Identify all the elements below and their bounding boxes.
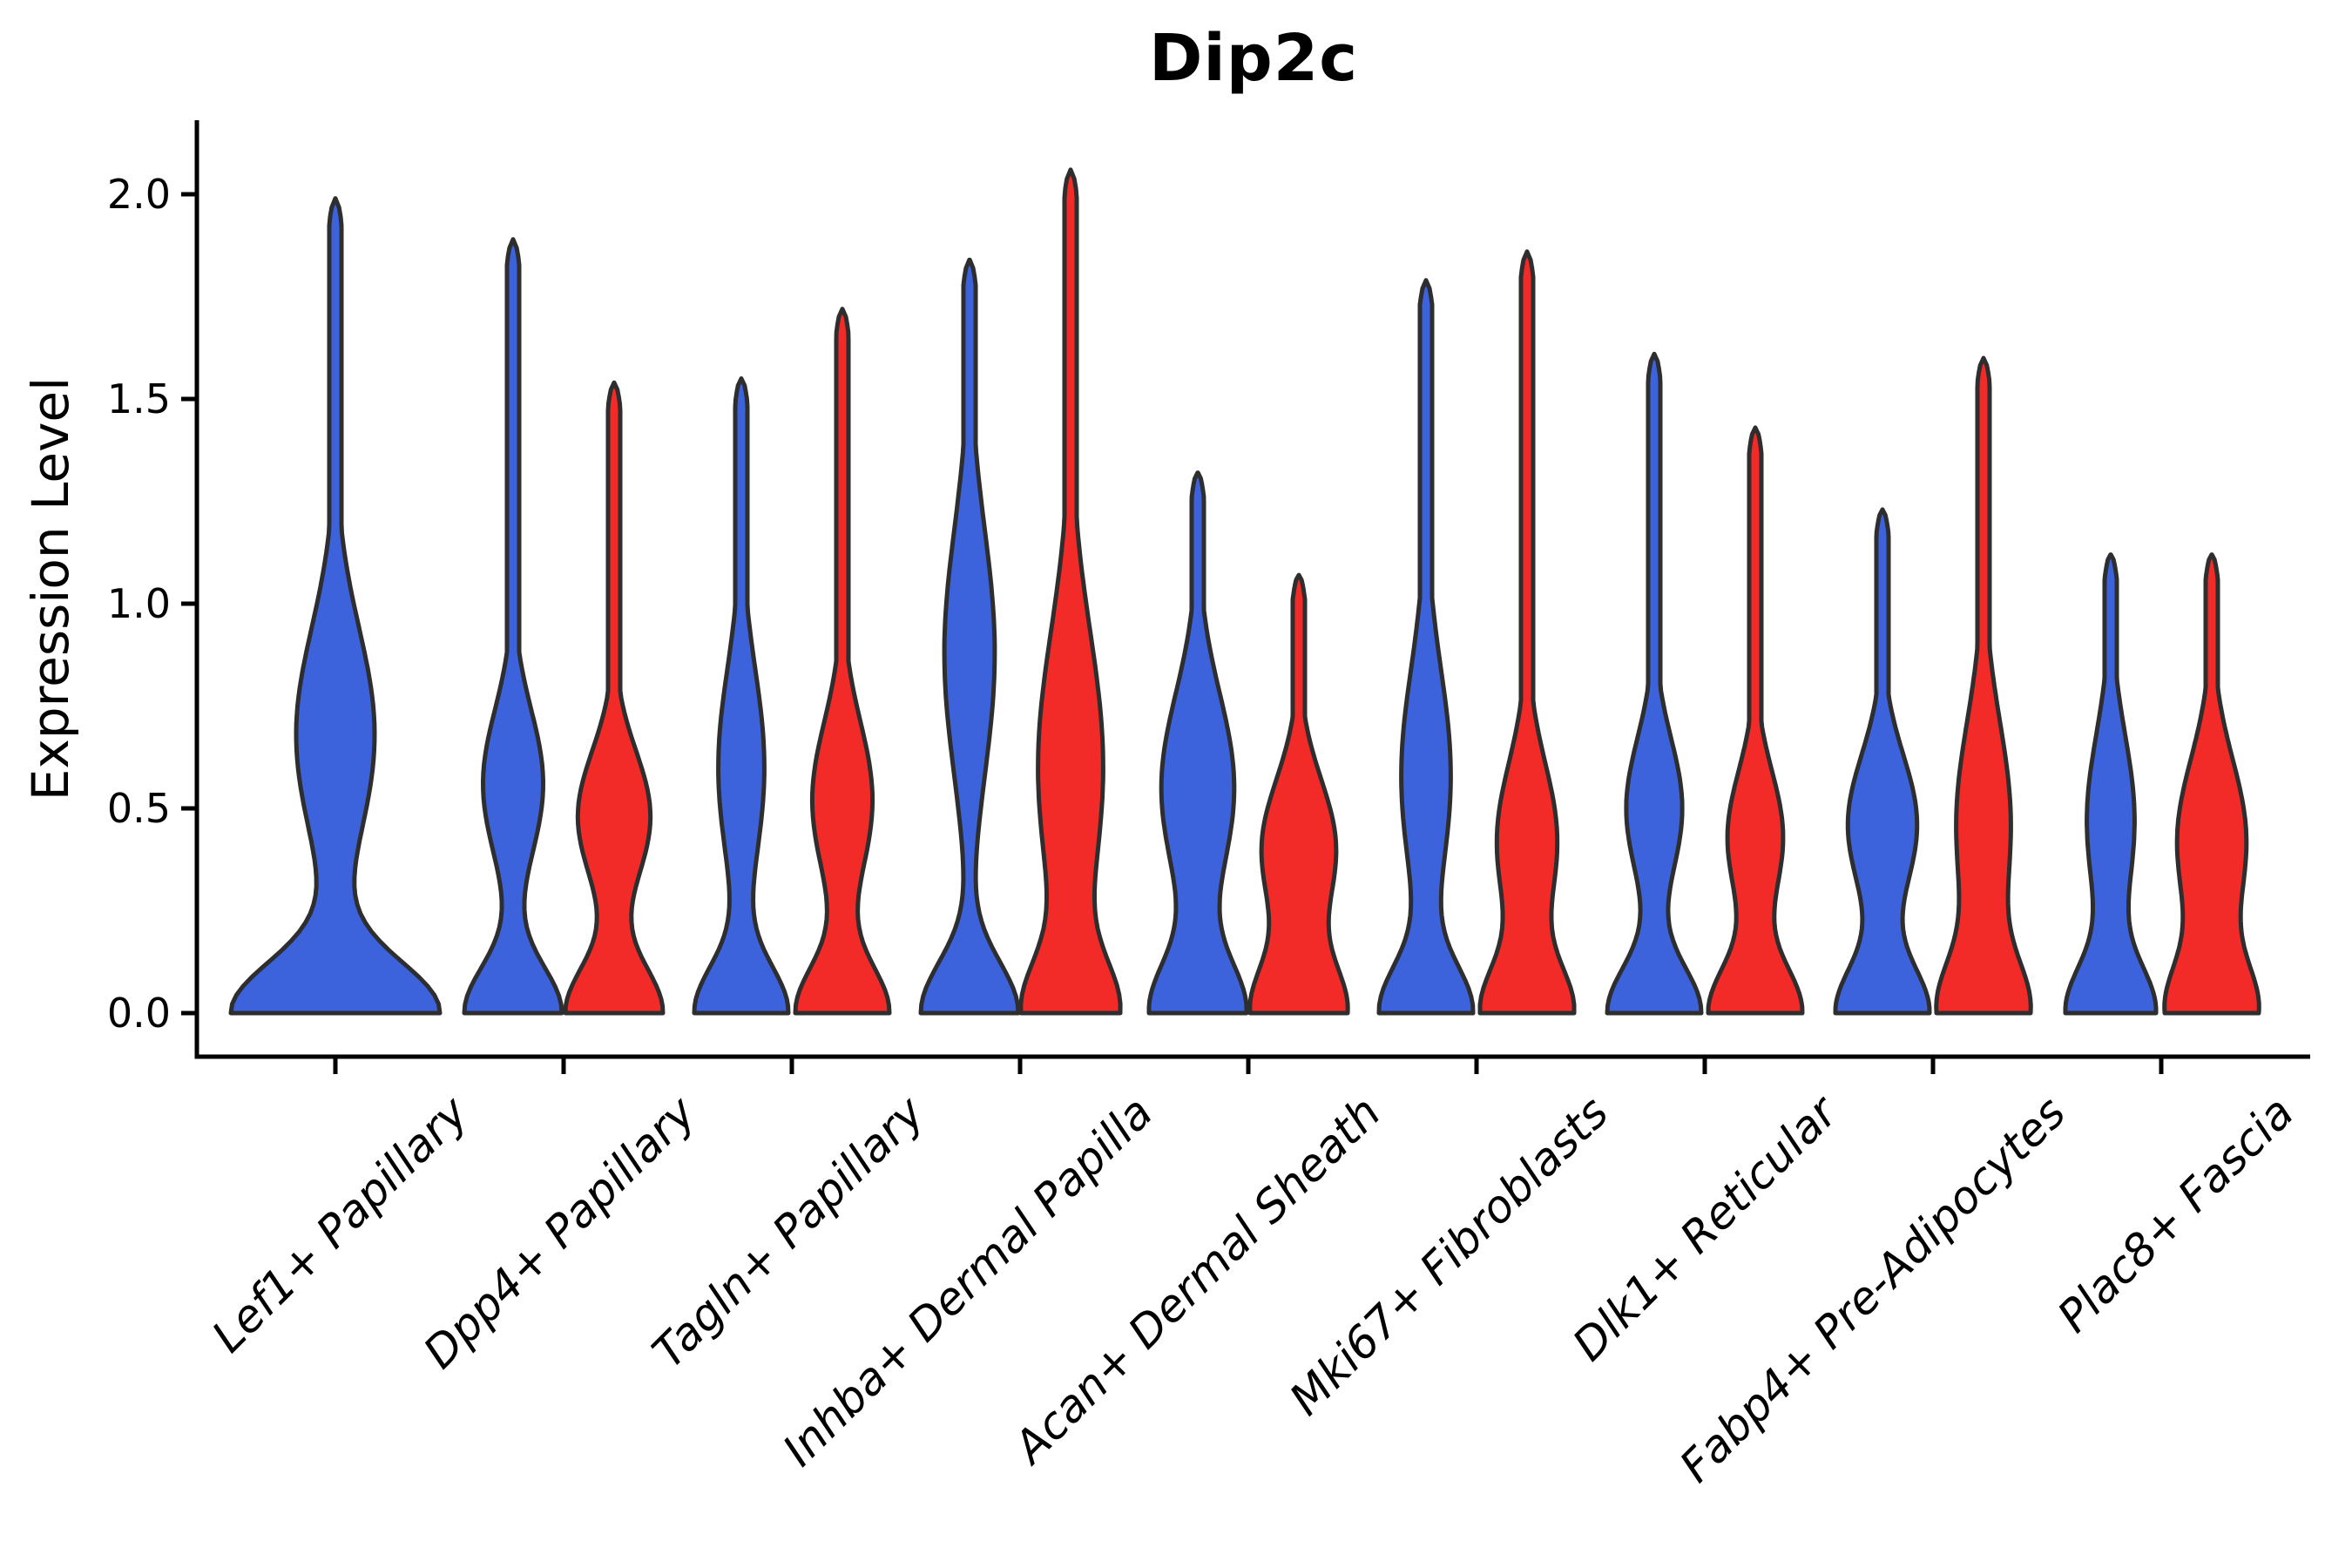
violin-red (1247, 572, 1350, 1016)
violin-blue (692, 376, 791, 1016)
violin-blue (918, 257, 1021, 1016)
violin-blue (1833, 507, 1932, 1016)
y-tick-label: 1.0 (107, 580, 171, 627)
violin-red (1477, 249, 1577, 1016)
y-tick-label: 0.5 (107, 785, 171, 832)
violin-red (1706, 425, 1805, 1016)
violin-red (1018, 167, 1123, 1016)
violin-blue (228, 196, 443, 1016)
violin-blue (2063, 552, 2159, 1016)
violin-red (2162, 552, 2261, 1016)
violin-blue (462, 237, 564, 1016)
y-tick-label: 0.0 (107, 990, 171, 1037)
violin-red (1934, 355, 2033, 1016)
violin-red (793, 307, 892, 1016)
chart-title: Dip2c (1148, 21, 1359, 96)
violin-blue (1605, 351, 1704, 1016)
violin-blue (1376, 278, 1476, 1016)
violin-blue (1146, 470, 1249, 1016)
violin-red (563, 380, 666, 1016)
y-tick-label: 1.5 (107, 375, 171, 422)
y-tick-label: 2.0 (107, 171, 171, 218)
